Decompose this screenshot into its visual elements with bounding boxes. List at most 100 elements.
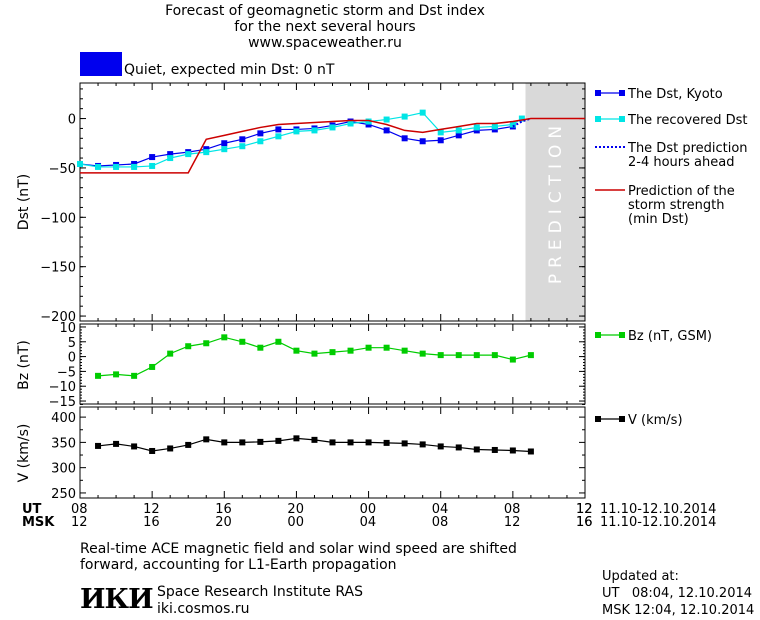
legend-marker [595, 332, 601, 338]
data-point [221, 146, 228, 153]
data-point [383, 439, 390, 446]
prediction-band [525, 83, 585, 321]
y-tick-label: −10 [49, 380, 76, 395]
data-point [221, 439, 228, 446]
data-point [113, 371, 120, 378]
msk-date-range: 11.10-12.10.2014 [600, 515, 717, 530]
footer-note-line2: forward, accounting for L1-Earth propaga… [80, 557, 397, 573]
data-point [257, 138, 264, 145]
y-tick-label: −100 [40, 211, 76, 226]
institute-site: iki.cosmos.ru [157, 601, 250, 617]
x-tick-label: 04 [431, 502, 449, 517]
status-text: Quiet, expected min Dst: 0 nT [124, 62, 335, 78]
institute-name: Space Research Institute RAS [157, 584, 363, 600]
site-url: www.spaceweather.ru [248, 35, 402, 51]
x-tick-label: 12 [71, 515, 88, 530]
data-point [491, 352, 498, 359]
data-point [455, 444, 462, 451]
x-tick-label: 16 [215, 502, 232, 517]
data-point [518, 115, 525, 122]
data-point [419, 138, 426, 145]
footer-note-line1: Real-time ACE magnetic field and solar w… [80, 541, 517, 557]
y-tick-label: 0 [68, 113, 76, 128]
x-tick-label: 08 [71, 502, 88, 517]
data-point [167, 445, 174, 452]
x-tick-label: 08 [431, 515, 449, 530]
data-point [491, 446, 498, 453]
data-point [329, 439, 336, 446]
updated-msk: MSK 12:04, 12.10.2014 [602, 603, 755, 618]
data-point [275, 133, 282, 140]
y-tick-label: −150 [40, 261, 76, 276]
legend-label: The Dst, Kyoto [627, 87, 723, 102]
x-tick-label: 00 [287, 515, 304, 530]
x-tick-label: 20 [215, 515, 232, 530]
y-axis-label: Dst (nT) [16, 174, 32, 230]
data-point [149, 447, 156, 454]
data-point [347, 439, 354, 446]
data-point [185, 151, 192, 158]
data-point [419, 109, 426, 116]
data-point [311, 350, 318, 357]
data-point [401, 347, 408, 354]
data-point [239, 439, 246, 446]
data-point [509, 447, 516, 454]
data-point [455, 127, 462, 134]
data-point [77, 160, 83, 167]
status-swatch [80, 52, 122, 76]
data-point [239, 136, 246, 143]
data-point [293, 128, 300, 135]
data-point [473, 446, 480, 453]
data-point [527, 352, 534, 359]
data-point [311, 127, 318, 134]
data-point [401, 440, 408, 447]
data-point [383, 344, 390, 351]
dst-panel: 0 −50 −100 −150 −200 Dst (nT) [16, 82, 586, 325]
data-point [437, 443, 444, 450]
legend-label: Prediction of the [628, 184, 735, 199]
legend-marker [619, 332, 625, 338]
data-point [509, 356, 516, 363]
y-tick-label: 0 [68, 351, 76, 366]
data-point [149, 363, 156, 370]
data-point [419, 350, 426, 357]
data-point [419, 441, 426, 448]
legend-label: 2-4 hours ahead [628, 155, 734, 170]
x-tick-label: 08 [503, 502, 521, 517]
plot-frame [79, 406, 586, 499]
y-tick-label: 10 [59, 321, 76, 336]
chart-title-line2: for the next several hours [234, 19, 416, 35]
plot-frame [79, 82, 586, 322]
data-point [257, 438, 264, 445]
x-tick-label: 16 [576, 515, 593, 530]
data-point [455, 132, 462, 139]
data-point [275, 126, 282, 133]
data-point [275, 437, 282, 444]
data-point [437, 352, 444, 359]
prediction-label: PREDICTION [546, 120, 566, 284]
data-point [365, 439, 372, 446]
data-point [149, 154, 156, 161]
legend-marker [619, 90, 625, 96]
data-point [203, 149, 210, 156]
legend-marker [595, 90, 601, 96]
data-point [113, 440, 120, 447]
data-point [167, 155, 174, 162]
msk-axis-label: MSK [22, 515, 55, 530]
ut-axis-label: UT [22, 502, 42, 517]
legend-label: V (km/s) [628, 413, 683, 428]
updated-ut: UT 08:04, 12.10.2014 [602, 586, 753, 601]
y-axis-label: Bz (nT) [16, 340, 32, 390]
data-point [203, 436, 210, 443]
data-point [329, 124, 336, 131]
chart-title-line1: Forecast of geomagnetic storm and Dst in… [165, 3, 485, 19]
data-point [383, 127, 390, 134]
data-point [203, 340, 210, 347]
data-point [95, 372, 102, 379]
legend-marker [595, 116, 601, 122]
legend-marker [619, 416, 625, 422]
data-point [167, 350, 174, 357]
data-point [95, 163, 102, 170]
